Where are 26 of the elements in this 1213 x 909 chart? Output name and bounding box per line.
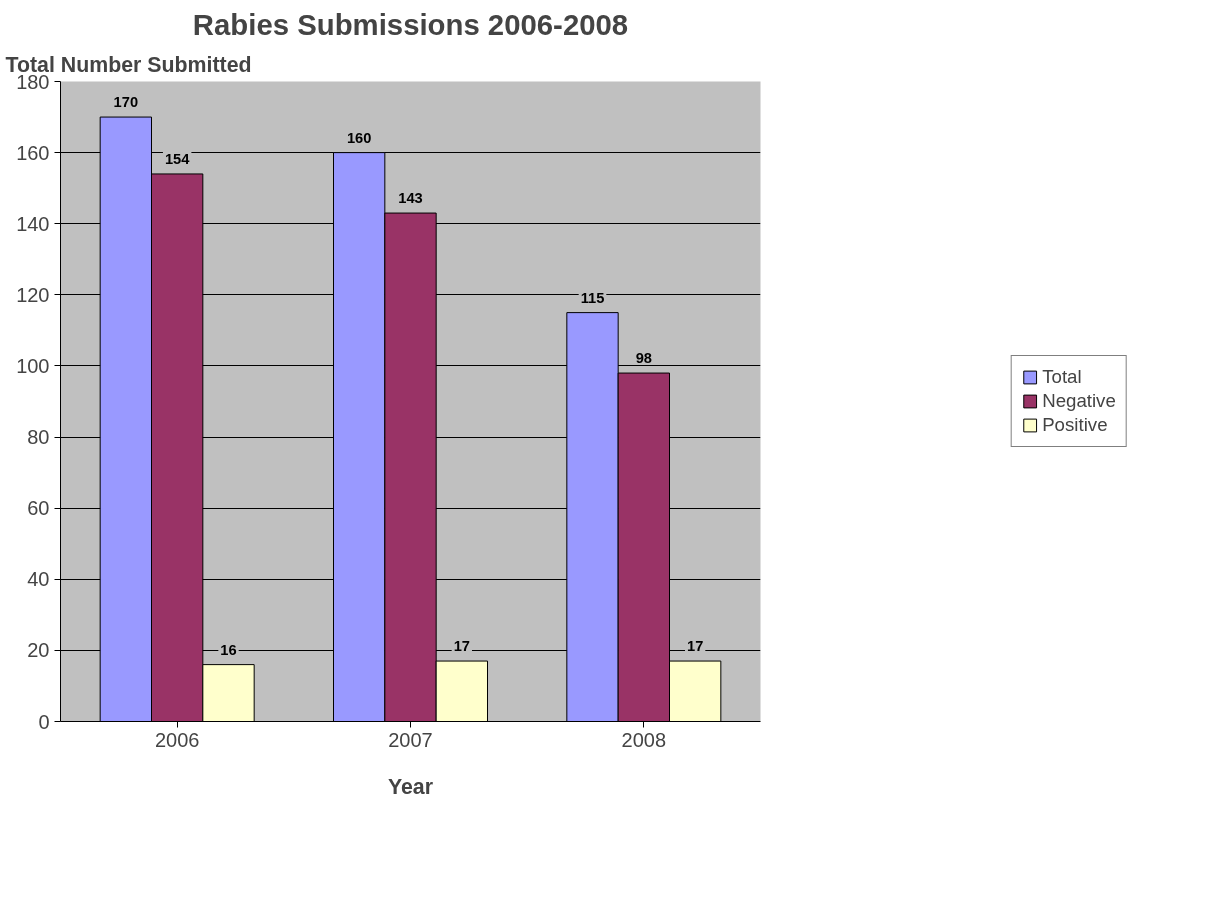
data-label: 170 — [113, 94, 139, 111]
legend-label: Total — [1042, 366, 1083, 388]
x-tick-label: 2006 — [154, 728, 200, 751]
y-tick-label: 40 — [27, 568, 50, 591]
y-tick-label: 160 — [16, 141, 50, 164]
data-label: 154 — [164, 150, 191, 167]
y-tick-label: 120 — [16, 283, 50, 306]
legend-label: Negative — [1042, 390, 1116, 412]
data-label: 143 — [398, 190, 423, 207]
data-label: 98 — [635, 350, 652, 367]
y-tick-label: 60 — [27, 497, 50, 520]
chart-title: Rabies Submissions 2006-2008 — [192, 7, 629, 41]
y-tick-label: 0 — [38, 710, 50, 733]
x-tick-label: 2008 — [621, 728, 667, 751]
y-tick-label: 100 — [16, 354, 50, 377]
y-tick-label: 140 — [16, 212, 50, 235]
y-tick-label: 80 — [27, 426, 50, 449]
x-axis-title: Year — [387, 774, 434, 799]
x-tick-label: 2007 — [388, 728, 433, 751]
data-label: 17 — [453, 638, 470, 655]
data-label: 115 — [580, 289, 605, 306]
data-label: 17 — [687, 638, 704, 655]
data-label: 160 — [346, 129, 372, 146]
legend-label: Positive — [1042, 414, 1108, 436]
y-tick-label: 20 — [27, 639, 50, 662]
data-label: 16 — [220, 641, 237, 658]
